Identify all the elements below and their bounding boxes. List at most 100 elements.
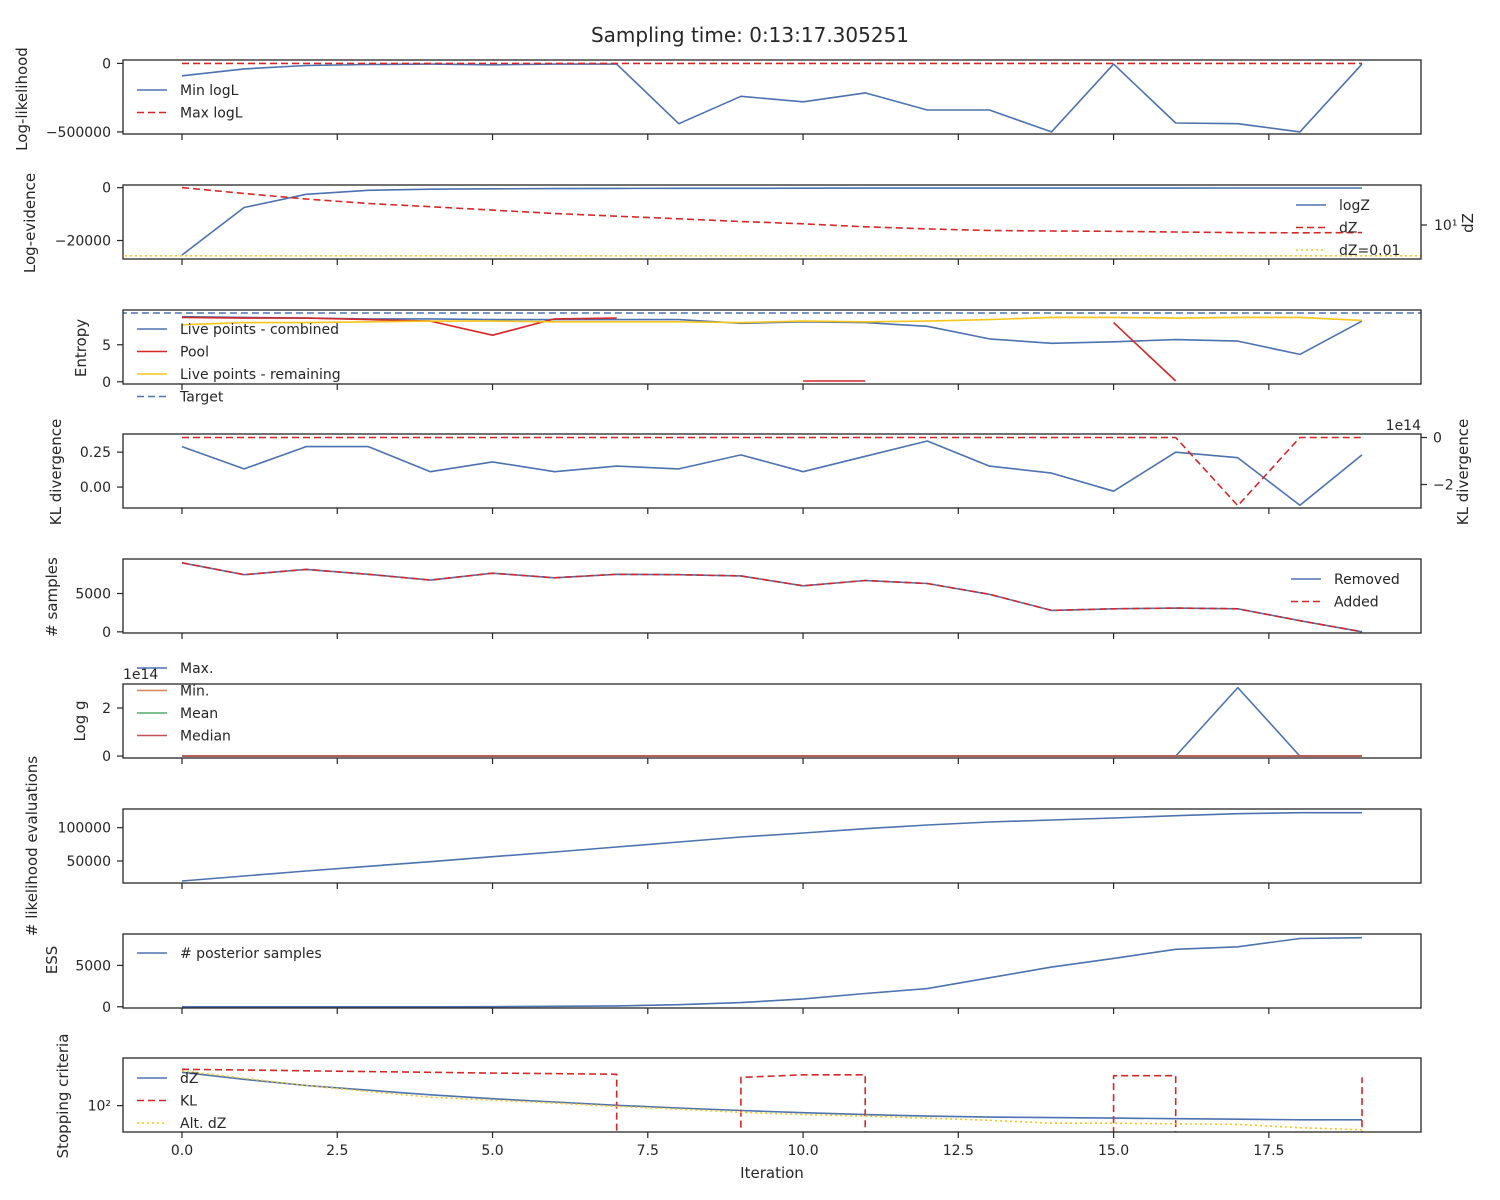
logg-series-group bbox=[182, 686, 1362, 757]
y-tick-label: 5000 bbox=[75, 587, 111, 603]
legend-label: Alt. dZ bbox=[180, 1116, 226, 1132]
stopping_criteria-series-group bbox=[181, 1068, 1363, 1132]
stopping_criteria-series-alt-dz-2 bbox=[181, 1070, 1363, 1131]
legend-label: Live points - combined bbox=[180, 322, 339, 338]
legend-label: Live points - remaining bbox=[180, 367, 341, 383]
legend-label: # posterior samples bbox=[180, 946, 322, 962]
ess-series-group bbox=[182, 936, 1363, 1008]
entropy-legend: Live points - combined Pool Live points - … bbox=[137, 322, 341, 406]
right-y-axis-label: KL divergence bbox=[1454, 419, 1472, 525]
y-tick-label: 0 bbox=[102, 1000, 111, 1016]
right-y-tick-label: 0 bbox=[1433, 431, 1442, 447]
entropy-series-pool-3 bbox=[1113, 322, 1177, 382]
x-tick-label: 15.0 bbox=[1098, 1143, 1129, 1159]
y-tick-label: 0 bbox=[102, 749, 111, 765]
samples-series-added-1 bbox=[181, 562, 1363, 633]
loglikelihood-series-min-logl-0 bbox=[181, 63, 1363, 133]
stopping_criteria-legend: dZ KL Alt. dZ bbox=[137, 1071, 226, 1132]
y-tick-label: 0 bbox=[102, 56, 111, 72]
kldivergence-axes-frame bbox=[122, 433, 1422, 509]
y-tick-label: 0.25 bbox=[80, 445, 111, 461]
logg-series-max--0 bbox=[182, 686, 1362, 757]
y-tick-label: 0 bbox=[102, 625, 111, 641]
y-axis-label: # samples bbox=[43, 557, 61, 637]
likelihood_evaluations-axes-frame bbox=[122, 808, 1422, 884]
y-tick-label: 100000 bbox=[58, 821, 111, 837]
x-tick-label: 10.0 bbox=[787, 1143, 818, 1159]
kldivergence-series-group bbox=[181, 436, 1363, 507]
y-tick-label: 0 bbox=[102, 181, 111, 197]
ess-axes-frame bbox=[122, 933, 1422, 1009]
offset-label: 1e14 bbox=[123, 667, 158, 683]
legend-label: Pool bbox=[180, 345, 209, 361]
panel-stopping_criteria: 0.0 2.5 5.0 7.5 10.0 12.5 15.0 17.5 Iteration 10²… bbox=[54, 1034, 1422, 1182]
stopping_criteria-series-kl-1 bbox=[181, 1068, 1363, 1132]
logevidence-series-logz-0 bbox=[181, 187, 1362, 256]
panel-ess: 5000 0 ESS # posterior samples bbox=[43, 933, 1422, 1016]
panel-likelihood_evaluations: 100000 50000 # likelihood evaluations bbox=[23, 756, 1422, 936]
ess-legend: # posterior samples bbox=[137, 946, 322, 962]
panel-loglikelihood: 0 −500000 Log-likelihood Min logL Max logL bbox=[13, 47, 1422, 151]
y-axis-label: Log-likelihood bbox=[13, 47, 31, 151]
legend-label: Removed bbox=[1334, 572, 1400, 588]
y-tick-label: −20000 bbox=[55, 234, 111, 250]
logevidence-legend: logZ dZ dZ=0.01 bbox=[1296, 198, 1400, 259]
legend-label: Added bbox=[1334, 595, 1379, 611]
loglikelihood-series-group bbox=[181, 62, 1363, 133]
legend-label: logZ bbox=[1339, 198, 1370, 214]
x-tick-label: 17.5 bbox=[1253, 1143, 1284, 1159]
x-tick-label: 2.5 bbox=[326, 1143, 348, 1159]
y-tick-label: 5000 bbox=[75, 958, 111, 974]
loglikelihood-legend: Min logL Max logL bbox=[137, 83, 243, 122]
y-tick-label: −500000 bbox=[46, 125, 111, 141]
legend-label: dZ=0.01 bbox=[1339, 243, 1400, 259]
entropy-series-live-points-remaining-4 bbox=[181, 316, 1363, 326]
legend-label: Median bbox=[180, 729, 231, 745]
legend-label: Target bbox=[179, 390, 224, 406]
x-tick-label: 12.5 bbox=[943, 1143, 974, 1159]
stopping_criteria-axes-frame bbox=[122, 1057, 1422, 1133]
y-axis-label: KL divergence bbox=[47, 419, 65, 525]
legend-label: dZ bbox=[180, 1071, 198, 1087]
y-tick-label: 10² bbox=[88, 1099, 111, 1115]
legend-label: Max logL bbox=[180, 106, 243, 122]
legend-label: Min. bbox=[180, 684, 209, 700]
figure-title: Sampling time: 0:13:17.305251 bbox=[591, 23, 909, 47]
logg-axes-frame bbox=[122, 683, 1422, 759]
y-axis-label: Stopping criteria bbox=[54, 1034, 72, 1159]
y-axis-label: Log-evidence bbox=[21, 173, 39, 273]
y-tick-label: 0 bbox=[102, 375, 111, 391]
panel-samples: 5000 0 # samples Removed Added bbox=[43, 557, 1422, 641]
y-axis-label: # likelihood evaluations bbox=[23, 756, 41, 936]
legend-label: Max. bbox=[180, 661, 213, 677]
kldivergence-series-line-1 bbox=[182, 436, 1362, 507]
y-tick-label: 5 bbox=[102, 338, 111, 354]
x-tick-label: 5.0 bbox=[481, 1143, 503, 1159]
samples-series-group bbox=[181, 562, 1363, 633]
entropy-axes-frame bbox=[122, 309, 1422, 385]
legend-label: dZ bbox=[1339, 221, 1357, 237]
likelihood_evaluations-series-line-0 bbox=[181, 811, 1362, 882]
x-tick-label: 0.0 bbox=[171, 1143, 193, 1159]
y-tick-label: 50000 bbox=[66, 854, 111, 870]
logevidence-series-group bbox=[123, 186, 1421, 257]
panel-logevidence: 0 −20000 10¹ Log-evidence dZ logZ dZ dZ=0.01 bbox=[21, 173, 1477, 273]
y-tick-label: 0.00 bbox=[80, 480, 111, 496]
stopping_criteria-series-dz-0 bbox=[181, 1071, 1362, 1121]
legend-label: Mean bbox=[180, 706, 218, 722]
samples-axes-frame bbox=[122, 558, 1422, 634]
x-axis-label: Iteration bbox=[740, 1164, 804, 1182]
logevidence-series-dz-1 bbox=[181, 186, 1363, 234]
y-axis-label: ESS bbox=[43, 946, 61, 975]
right-y-tick-label: −2 bbox=[1433, 478, 1454, 494]
y-axis-label: Log g bbox=[71, 700, 89, 741]
samples-legend: Removed Added bbox=[1291, 572, 1400, 611]
panel-logg: 2 0 1e14 Log g Max. Min. Mean Median bbox=[71, 661, 1422, 765]
logg-legend: Max. Min. Mean Median bbox=[137, 661, 231, 745]
x-tick-label: 7.5 bbox=[637, 1143, 659, 1159]
legend-label: KL bbox=[180, 1094, 197, 1110]
right-offset-label: 1e14 bbox=[1386, 418, 1421, 434]
legend-label: Min logL bbox=[180, 83, 239, 99]
y-tick-label: 2 bbox=[102, 701, 111, 717]
